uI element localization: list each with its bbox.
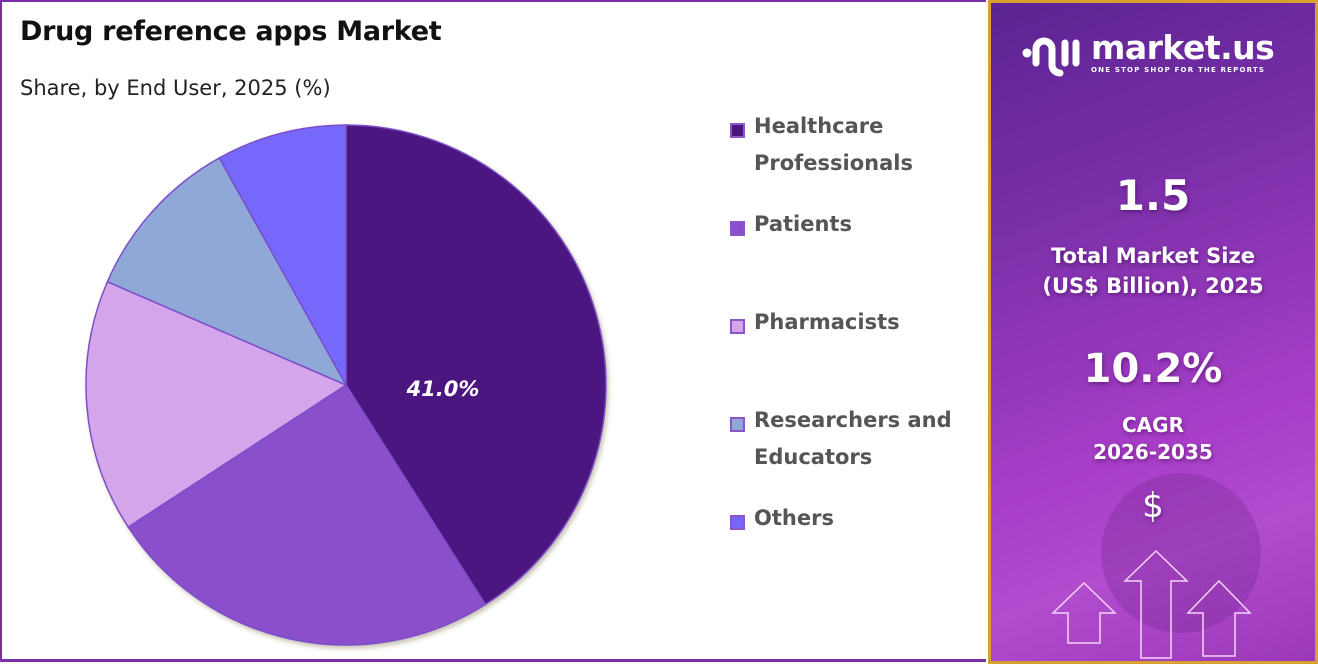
- legend-swatch: [730, 221, 745, 236]
- legend-item-others[interactable]: Others: [730, 506, 990, 537]
- bottom-border: [2, 659, 986, 662]
- legend-item-healthcare-professionals[interactable]: Healthcare Professionals: [730, 114, 990, 182]
- legend-label-line2: Professionals: [754, 151, 913, 175]
- pie-slice-pharmacists[interactable]: [85, 280, 348, 529]
- dollar-icon: $: [1142, 486, 1164, 526]
- legend-label: Pharmacists: [754, 310, 900, 334]
- background-decoration: [1101, 473, 1261, 633]
- legend-swatch: [730, 417, 745, 432]
- legend-label: Others: [754, 506, 834, 530]
- brand-tagline: ONE STOP SHOP FOR THE REPORTS: [1091, 65, 1266, 74]
- pie-slice-healthcare-professionals[interactable]: [345, 124, 607, 606]
- cagr-label: CAGR: [1122, 413, 1184, 437]
- chart-subtitle: Share, by End User, 2025 (%): [20, 76, 331, 100]
- summary-sidebar: market.us ONE STOP SHOP FOR THE REPORTS …: [988, 0, 1318, 664]
- pie-chart: 41.0%: [85, 124, 607, 646]
- market-size-unit: (US$ Billion), 2025: [1042, 274, 1264, 298]
- chart-title: Drug reference apps Market: [20, 16, 442, 47]
- legend-label-line2: Educators: [754, 445, 873, 469]
- market-us-logo-icon: [1022, 37, 1080, 77]
- cagr-period: 2026-2035: [1093, 440, 1213, 464]
- cagr-value: 10.2%: [1083, 346, 1223, 392]
- market-size-value: 1.5: [1115, 171, 1191, 220]
- legend-item-patients[interactable]: Patients: [730, 212, 990, 243]
- slice-label-healthcare: 41.0%: [406, 377, 480, 401]
- brand-name: market.us: [1091, 27, 1275, 67]
- legend-swatch: [730, 515, 745, 530]
- legend-label: Patients: [754, 212, 852, 236]
- market-size-label: Total Market Size: [1051, 244, 1255, 268]
- legend-item-pharmacists[interactable]: Pharmacists: [730, 310, 990, 341]
- pie-slice-others[interactable]: [218, 124, 347, 388]
- pie-slice-researchers-and-educators[interactable]: [106, 156, 348, 387]
- brand-logo[interactable]: market.us ONE STOP SHOP FOR THE REPORTS: [1021, 27, 1275, 77]
- legend-swatch: [730, 123, 745, 138]
- legend-swatch: [730, 319, 745, 334]
- pie-slice-patients[interactable]: [127, 383, 487, 646]
- legend-label: Researchers and: [754, 408, 952, 432]
- legend-item-researchers-educators[interactable]: Researchers and Educators: [730, 408, 990, 476]
- growth-arrows-icon: [1051, 549, 1252, 659]
- legend-label: Healthcare: [754, 114, 884, 138]
